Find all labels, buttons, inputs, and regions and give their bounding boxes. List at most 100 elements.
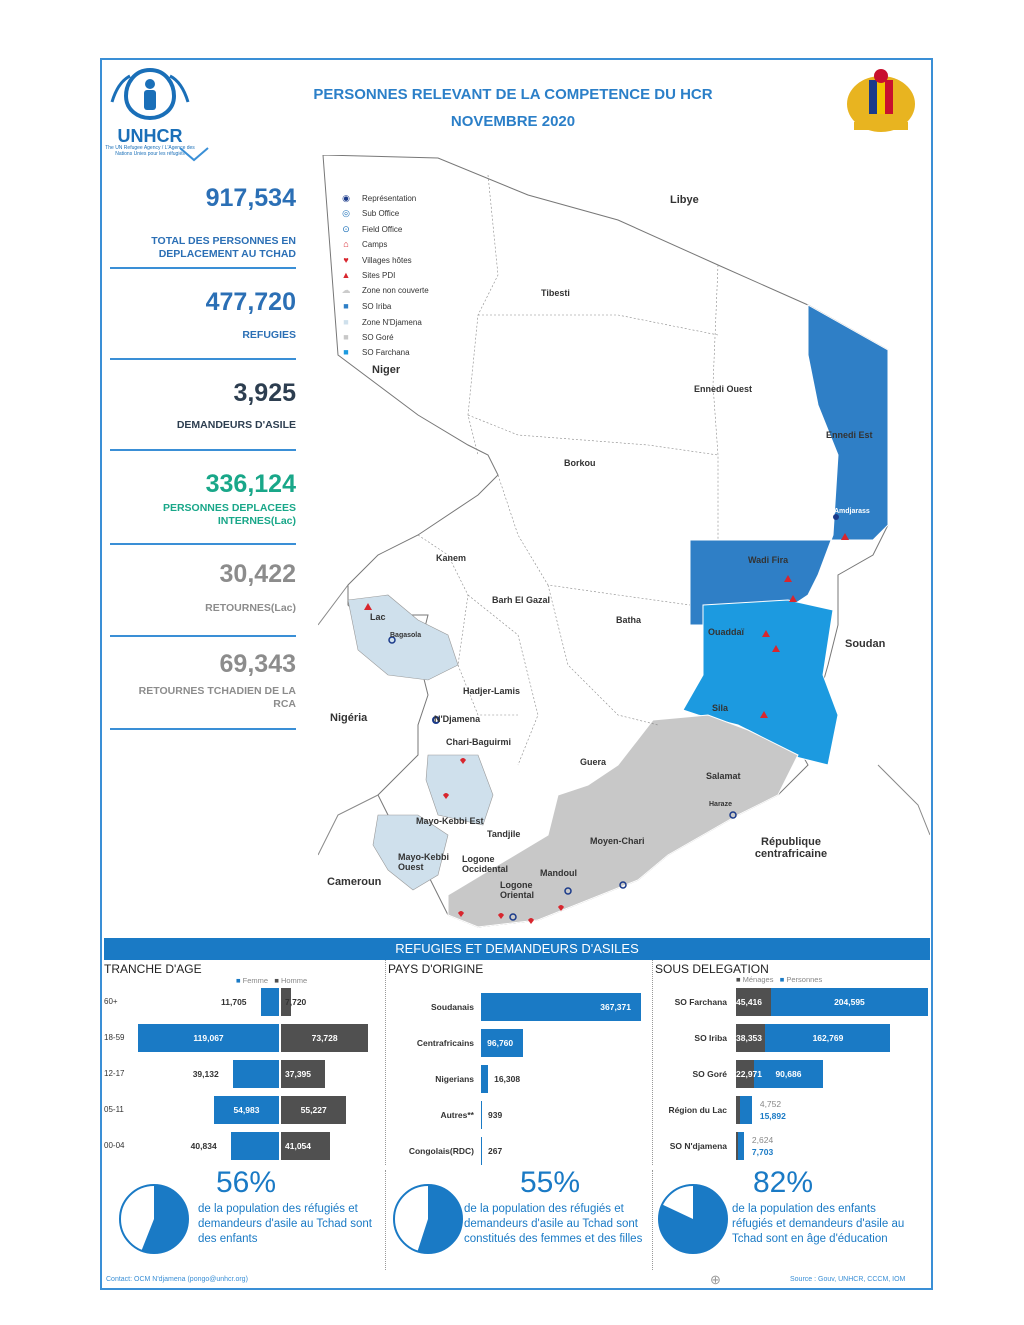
separator bbox=[110, 358, 296, 360]
persons-value-label: 162,769 bbox=[812, 1033, 844, 1043]
kpi-percentage: 55% bbox=[520, 1166, 581, 1199]
map-label-tibesti: Tibesti bbox=[541, 288, 570, 298]
host-village-icon bbox=[498, 913, 504, 919]
delegation-name-label: SO Farchana bbox=[674, 997, 727, 1007]
map-label-nigeria: Nigéria bbox=[330, 712, 368, 724]
separator bbox=[110, 543, 296, 545]
page-title: PERSONNES RELEVANT DE LA COMPETENCE DU H… bbox=[313, 86, 713, 103]
persons-value-label: 204,595 bbox=[834, 997, 865, 1007]
origin-country-label: Congolais(RDC) bbox=[408, 1146, 474, 1156]
unhcr-wordmark: UNHCR bbox=[117, 126, 183, 146]
origin-country-label: Soudanais bbox=[431, 1002, 474, 1012]
camp-icon: ⌂ bbox=[343, 239, 349, 249]
zone-not-covered-icon: ☁ bbox=[341, 285, 351, 295]
kpi-pie-slice bbox=[141, 1185, 188, 1253]
persons-value-label: 15,892 bbox=[759, 1111, 786, 1121]
origin-country-label: Autres** bbox=[440, 1110, 474, 1120]
zone-ndjamena-mayo bbox=[372, 814, 449, 891]
male-bar bbox=[281, 1096, 347, 1124]
legend-item: ▲ Sites PDI bbox=[338, 270, 396, 280]
unhcr-logo: UNHCR The UN Refugee Agency / L'Agence d… bbox=[104, 62, 196, 157]
map-place-bagasola: Bagasola bbox=[390, 632, 422, 639]
map-place-haraze: Haraze bbox=[709, 801, 732, 808]
map-label-mayo-kebbi-ouest: Mayo-Kebbi Ouest bbox=[398, 852, 450, 872]
households-value-label: 2,624 bbox=[751, 1135, 774, 1145]
map-label-libye: Libye bbox=[670, 194, 699, 206]
delegation-name-label: SO N'djamena bbox=[669, 1141, 727, 1151]
map-label-lac: Lac bbox=[370, 612, 386, 622]
stat-idp-value: 336,124 bbox=[205, 470, 296, 498]
origin-bar bbox=[481, 1029, 524, 1057]
households-bar bbox=[736, 1024, 766, 1052]
households-bar bbox=[736, 1060, 754, 1088]
camp-markers bbox=[364, 514, 849, 924]
persons-value-label: 90,686 bbox=[775, 1069, 802, 1079]
origin-bar bbox=[481, 1101, 482, 1129]
so-gore-zone bbox=[447, 714, 799, 928]
map-label-chari-baguirmi: Chari-Baguirmi bbox=[446, 737, 512, 747]
origin-bar bbox=[481, 1137, 482, 1165]
stat-total-label: TOTAL DES PERSONNES EN DEPLACEMENT AU TC… bbox=[151, 235, 296, 260]
stat-refugees-label: REFUGIES bbox=[242, 329, 296, 341]
map-label-bahr-el-gazal: Barh El Gazal bbox=[492, 595, 551, 605]
households-swatch-icon: ■ bbox=[736, 975, 741, 984]
stat-returnees-rca-label: RETOURNES TCHADIEN DE LA RCA bbox=[138, 685, 296, 710]
chad-map bbox=[318, 155, 930, 928]
age-legend: ■ Femme ■ Homme bbox=[236, 976, 308, 985]
so-iriba-icon: ■ bbox=[343, 301, 349, 311]
map-label-soudan: Soudan bbox=[845, 638, 886, 650]
origin-value-label: 939 bbox=[488, 1110, 503, 1120]
female-bar bbox=[213, 1096, 279, 1124]
host-village-icon bbox=[558, 905, 564, 911]
kpi-percentage: 56% bbox=[216, 1166, 277, 1199]
panel-divider bbox=[385, 1170, 386, 1270]
map-label-moyen-chari: Moyen-Chari bbox=[590, 836, 645, 846]
female-bar bbox=[230, 1132, 279, 1160]
field-office-icon: ⊙ bbox=[342, 224, 350, 234]
separator bbox=[110, 728, 296, 730]
region-borders bbox=[417, 174, 719, 766]
origin-bar bbox=[481, 993, 641, 1021]
idp-site-icon bbox=[364, 603, 372, 610]
neighbor-borders bbox=[318, 584, 930, 856]
origin-bar bbox=[481, 1065, 489, 1093]
host-village-icon bbox=[458, 911, 464, 917]
persons-swatch-icon: ■ bbox=[779, 975, 785, 984]
persons-bar bbox=[770, 988, 928, 1016]
delegation-legend: ■ Ménages ■ Personnes bbox=[736, 975, 823, 984]
persons-bar bbox=[739, 1096, 752, 1124]
separator bbox=[110, 267, 296, 269]
sub-office-icon bbox=[388, 636, 396, 644]
households-value-label: 38,353 bbox=[736, 1033, 762, 1043]
panel-divider bbox=[652, 960, 653, 1165]
households-bar bbox=[736, 1132, 738, 1160]
camp-icon bbox=[789, 595, 797, 602]
camp-icon bbox=[784, 575, 792, 582]
kpi-description: de la population des enfants réfugiés et… bbox=[732, 1203, 905, 1245]
delegation-name-label: Région du Lac bbox=[668, 1105, 727, 1115]
camp-icon bbox=[762, 630, 770, 637]
map-label-wadi-fira: Wadi Fira bbox=[748, 555, 789, 565]
stat-returnees-lac-label: RETOURNES(Lac) bbox=[205, 602, 296, 614]
female-value-label: 40,834 bbox=[190, 1141, 217, 1151]
female-swatch-icon: ■ bbox=[236, 976, 241, 985]
legend-item: ■ SO Farchana bbox=[338, 347, 409, 357]
age-panel-title: TRANCHE D'AGE bbox=[104, 962, 202, 976]
map-label-hadjer-lamis: Hadjer-Lamis bbox=[463, 686, 521, 696]
persons-bar bbox=[765, 1024, 891, 1052]
map-label-sila: Sila bbox=[712, 703, 729, 713]
stat-refugees-value: 477,720 bbox=[205, 288, 296, 316]
panel-divider bbox=[652, 1170, 653, 1270]
origin-country-label: Nigerians bbox=[435, 1074, 474, 1084]
female-bar bbox=[232, 1060, 279, 1088]
age-group-label: 00-04 bbox=[104, 1141, 125, 1150]
sub-office-icon: ◎ bbox=[342, 208, 350, 218]
legend-item: ♥ Villages hôtes bbox=[338, 255, 411, 265]
camp-icon bbox=[760, 711, 768, 718]
origin-value-label: 16,308 bbox=[494, 1074, 521, 1084]
kpi-pie bbox=[119, 1184, 189, 1254]
stat-asylum-value: 3,925 bbox=[233, 379, 296, 407]
field-office-icon bbox=[564, 887, 572, 895]
map-label-mandoul: Mandoul bbox=[540, 868, 577, 878]
camp-icon bbox=[841, 533, 849, 540]
